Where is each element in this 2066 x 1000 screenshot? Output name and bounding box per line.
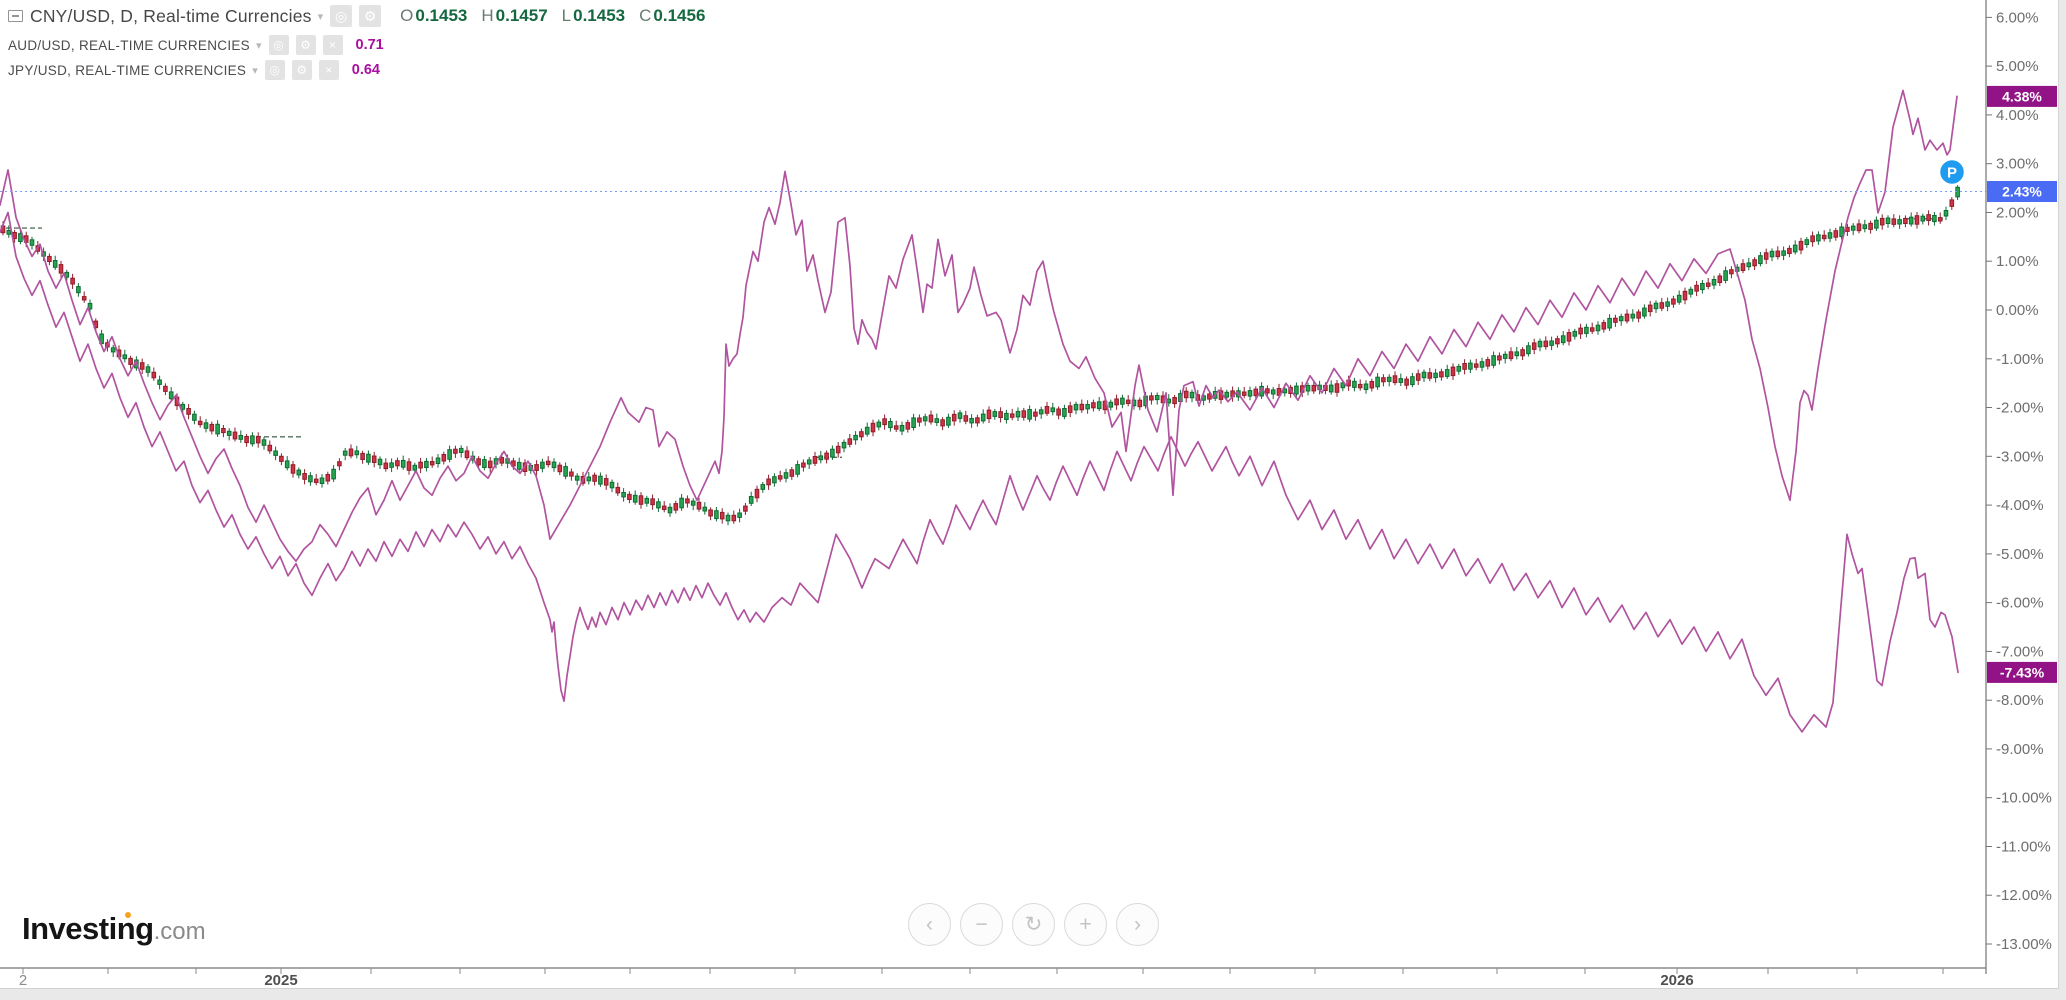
legend: CNY/USD, D, Real-time Currencies ▾ ◎ ⚙ O… (8, 5, 705, 84)
price-badge: 2.43% (1987, 181, 2057, 202)
settings-gear-icon[interactable]: ⚙ (291, 60, 312, 80)
y-axis-label: 6.00% (1996, 9, 2039, 26)
time-axis[interactable]: 2 2025 2026 (0, 967, 1986, 988)
y-axis-label: 1.00% (1996, 253, 2039, 270)
settings-gear-icon[interactable]: ⚙ (359, 5, 382, 27)
open-label: O (400, 6, 414, 25)
reset-zoom-button[interactable]: ↻ (1012, 903, 1055, 946)
chevron-down-icon[interactable]: ▾ (252, 64, 258, 77)
low-label: L (561, 6, 572, 25)
x-axis-label: 2 (19, 972, 27, 988)
x-axis-label: 2026 (1660, 972, 1693, 988)
logo-orange-dot (125, 912, 131, 918)
visibility-icon[interactable]: ◎ (264, 60, 285, 80)
close-icon[interactable]: × (322, 35, 343, 55)
x-axis-label: 2025 (264, 972, 297, 988)
ohlc-readout: O 0.1453 H 0.1457 L 0.1453 C 0.1456 (400, 6, 705, 26)
plus-icon: + (1079, 912, 1092, 936)
settings-gear-icon[interactable]: ⚙ (295, 35, 316, 55)
minus-icon: − (975, 912, 988, 936)
compare-symbol-title[interactable]: JPY/USD, REAL-TIME CURRENCIES (8, 62, 247, 78)
y-axis-label: -1.00% (1996, 351, 2044, 368)
close-value: 0.1456 (653, 6, 706, 25)
y-axis-label: -11.00% (1996, 839, 2051, 856)
high-value: 0.1457 (495, 6, 548, 25)
collapse-legend-icon[interactable] (8, 10, 23, 22)
low-value: 0.1453 (573, 6, 626, 25)
open-value: 0.1453 (415, 6, 468, 25)
y-axis-label: -8.00% (1996, 692, 2044, 709)
compare-symbol-value: 0.64 (351, 62, 380, 78)
compare-symbol-value: 0.71 (355, 37, 384, 53)
y-axis-label: -13.00% (1996, 936, 2052, 953)
svg-text:2.43%: 2.43% (2002, 184, 2042, 200)
svg-text:P: P (1947, 165, 1957, 182)
aud-line-series (0, 89, 1958, 563)
logo-suffix: .com (153, 918, 206, 945)
y-axis-label: -6.00% (1996, 595, 2044, 612)
chevron-left-icon: ‹ (926, 912, 933, 936)
y-axis-label: -10.00% (1996, 790, 2052, 807)
publish-marker-badge[interactable]: P (1937, 157, 1967, 187)
jpy-line-series (0, 211, 1959, 733)
y-axis-label: 3.00% (1996, 156, 2039, 173)
legend-row-jpy: JPY/USD, REAL-TIME CURRENCIES ▾ ◎ ⚙ × 0.… (8, 59, 705, 81)
pan-left-button[interactable]: ‹ (908, 903, 951, 946)
y-axis-label: -2.00% (1996, 400, 2044, 417)
chevron-down-icon[interactable]: ▾ (255, 39, 262, 52)
high-label: H (481, 6, 494, 25)
visibility-icon[interactable]: ◎ (268, 35, 289, 55)
reset-icon: ↻ (1024, 913, 1043, 936)
y-axis-label: -4.00% (1996, 497, 2044, 514)
logo-text: Investing (22, 911, 154, 946)
close-icon[interactable]: × (318, 60, 339, 80)
price-badge: -7.43% (1987, 661, 2057, 683)
legend-row-aud: AUD/USD, REAL-TIME CURRENCIES ▾ ◎ ⚙ × 0.… (8, 34, 705, 56)
y-axis-label: 5.00% (1996, 58, 2039, 75)
visibility-icon[interactable]: ◎ (330, 5, 353, 27)
price-axis[interactable]: 6.00% 5.00% 4.00% 3.00% 2.00% 1.00% 0.00% -1.00… (1985, 0, 2052, 974)
investing-logo[interactable]: Investing.com (22, 911, 206, 947)
candlestick-series (0, 183, 1960, 526)
close-label: C (639, 6, 652, 25)
chart-nav-controls: ‹ − ↻ + › (908, 903, 1159, 946)
y-axis-label: -3.00% (1996, 448, 2044, 465)
svg-text:4.38%: 4.38% (2002, 88, 2042, 104)
legend-row-main: CNY/USD, D, Real-time Currencies ▾ ◎ ⚙ O… (8, 5, 705, 27)
y-axis-label: 0.00% (1996, 302, 2039, 319)
main-symbol-title[interactable]: CNY/USD, D, Real-time Currencies (30, 5, 312, 26)
compare-symbol-title[interactable]: AUD/USD, REAL-TIME CURRENCIES (8, 37, 250, 53)
y-axis-label: -7.00% (1996, 643, 2044, 660)
price-badge: 4.38% (1987, 85, 2057, 107)
zoom-in-button[interactable]: + (1064, 903, 1107, 946)
pan-right-button[interactable]: › (1116, 903, 1159, 946)
y-axis-label: 4.00% (1996, 107, 2039, 124)
chevron-right-icon: › (1134, 912, 1141, 936)
y-axis-label: -5.00% (1996, 546, 2044, 563)
y-axis-label: -9.00% (1996, 741, 2044, 758)
y-axis-label: -12.00% (1996, 887, 2052, 904)
zoom-out-button[interactable]: − (960, 903, 1003, 946)
y-axis-label: 2.00% (1996, 205, 2039, 222)
chevron-down-icon[interactable]: ▾ (317, 10, 324, 23)
svg-text:-7.43%: -7.43% (2000, 664, 2045, 680)
